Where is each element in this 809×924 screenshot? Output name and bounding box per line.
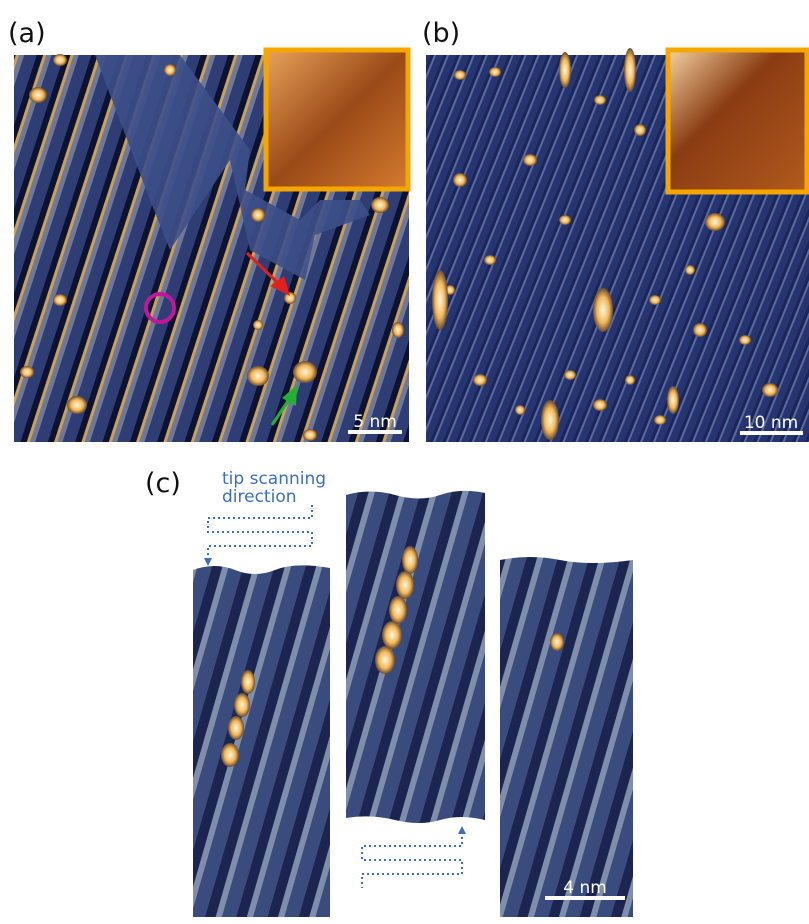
- adsorbate: [251, 208, 265, 222]
- adsorbate: [489, 67, 501, 77]
- annotation: tip scanning: [222, 469, 326, 489]
- stm-3d-image: [193, 565, 330, 917]
- annotation: direction: [222, 487, 297, 507]
- adsorbate: [762, 383, 778, 397]
- adsorbate: [29, 87, 47, 103]
- adsorbate: [649, 295, 661, 305]
- adsorbate: [164, 64, 176, 76]
- adsorbate: [667, 386, 679, 414]
- adsorbate: [53, 54, 67, 66]
- adsorbate: [634, 124, 646, 136]
- adsorbate: [303, 429, 317, 441]
- adsorbate: [453, 173, 467, 187]
- adsorbate: [20, 366, 34, 378]
- inset: [668, 50, 807, 192]
- adsorbate: [67, 396, 87, 414]
- arrowhead: [204, 558, 212, 566]
- adsorbate: [253, 320, 263, 330]
- adsorbate: [392, 322, 404, 338]
- scale-label: 4 nm: [563, 878, 607, 898]
- adsorbate: [739, 335, 751, 345]
- adsorbate: [693, 323, 707, 337]
- adsorbate: [241, 670, 255, 694]
- adsorbate: [402, 546, 418, 574]
- adsorbate: [221, 743, 239, 767]
- scale-label: 10 nm: [744, 413, 798, 433]
- panel-label: (b): [422, 18, 460, 49]
- adsorbate: [484, 255, 496, 265]
- stm-3d-image: [346, 491, 485, 823]
- adsorbate: [593, 399, 607, 411]
- arrowhead: [458, 826, 466, 834]
- adsorbate: [654, 415, 666, 425]
- inset: [266, 50, 408, 189]
- adsorbate: [389, 596, 407, 624]
- adsorbate: [454, 70, 466, 80]
- adsorbate: [228, 716, 244, 740]
- figure: (a) 5 nm (b) 10 nm (c) tip scanning dire…: [0, 0, 809, 924]
- adsorbate: [624, 48, 636, 92]
- adsorbate: [559, 52, 571, 88]
- adsorbate: [375, 646, 395, 674]
- adsorbate: [53, 294, 67, 306]
- adsorbate: [234, 693, 250, 717]
- scan-path: [208, 505, 312, 560]
- adsorbate: [371, 197, 389, 213]
- body: {"panels": [ {"label": "(a)", "scale_bar…: [0, 0, 809, 924]
- adsorbate: [594, 95, 606, 105]
- adsorbate: [541, 400, 559, 440]
- panel-label: (a): [8, 18, 46, 49]
- adsorbate: [705, 213, 725, 231]
- adsorbate: [293, 361, 317, 383]
- adsorbate: [515, 405, 525, 415]
- adsorbate: [473, 374, 487, 386]
- scan-path: [362, 832, 462, 888]
- adsorbate: [625, 375, 635, 385]
- adsorbate: [382, 621, 402, 649]
- scale-label: 5 nm: [353, 412, 397, 432]
- adsorbate: [559, 215, 571, 225]
- adsorbate: [247, 366, 269, 386]
- stm-3d-image: [500, 557, 633, 917]
- adsorbate: [685, 265, 695, 275]
- adsorbate: [432, 270, 448, 330]
- adsorbate: [564, 370, 576, 380]
- adsorbate: [396, 571, 414, 599]
- adsorbate: [523, 154, 537, 166]
- adsorbate: [550, 633, 564, 651]
- page: STM figure html, body { margin: 0; paddi…: [0, 0, 809, 924]
- panel-label: (c): [145, 468, 181, 499]
- adsorbate: [593, 288, 613, 332]
